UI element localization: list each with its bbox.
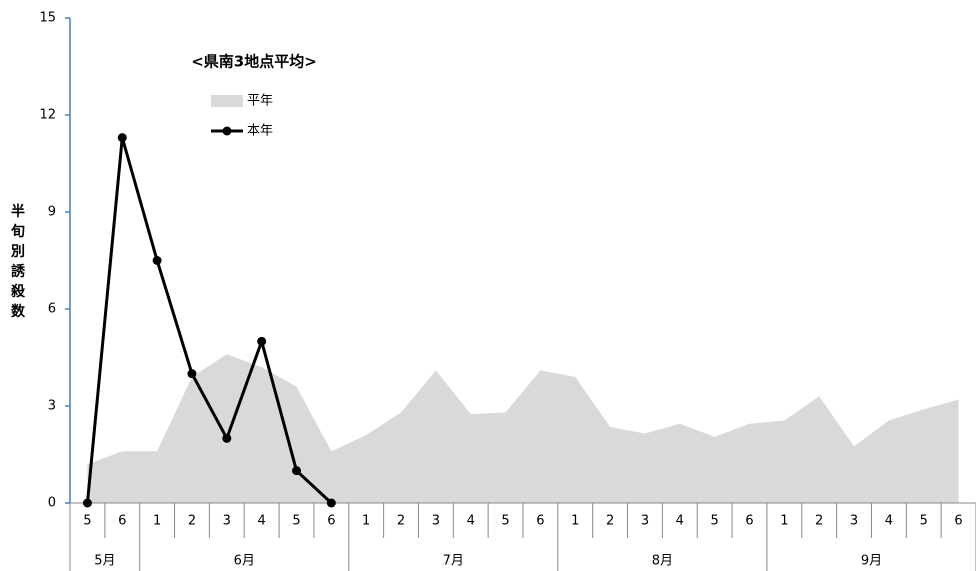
legend-marker	[222, 126, 232, 136]
x-tick-label: 1	[780, 514, 788, 529]
group-label: 5月	[94, 554, 115, 569]
marker	[292, 466, 301, 476]
x-tick-label: 2	[606, 514, 614, 529]
y-tick-label: 12	[39, 108, 56, 123]
legend-label: 平年	[247, 94, 273, 109]
x-tick-label: 2	[188, 514, 196, 529]
x-tick-label: 4	[258, 514, 266, 529]
marker	[82, 498, 92, 508]
area	[87, 354, 959, 503]
x-tick-label: 3	[223, 514, 231, 529]
x-tick-label: 5	[501, 514, 509, 529]
x-tick-label: 6	[118, 514, 126, 529]
x-tick-label: 2	[815, 514, 823, 529]
x-tick-label: 4	[676, 514, 684, 529]
group-label: 8月	[652, 554, 673, 569]
legend-swatch	[211, 95, 243, 107]
y-axis-label: 半旬別誘殺数	[10, 203, 26, 320]
y-tick-label: 9	[48, 205, 56, 220]
marker	[187, 369, 197, 379]
marker	[117, 133, 127, 143]
x-tick-label: 5	[711, 514, 719, 529]
y-tick-label: 6	[48, 302, 56, 317]
x-tick-label: 4	[467, 514, 475, 529]
x-tick-label: 3	[432, 514, 440, 529]
x-tick-label: 3	[641, 514, 649, 529]
y-tick-label: 3	[48, 399, 56, 414]
y-label-char: 半	[11, 203, 25, 220]
group-label: 7月	[443, 554, 464, 569]
y-label-char: 旬	[10, 223, 25, 240]
x-tick-label: 6	[536, 514, 544, 529]
x-tick-label: 6	[745, 514, 753, 529]
x-tick-label: 3	[850, 514, 858, 529]
y-label-char: 別	[10, 244, 25, 260]
line	[85, 137, 333, 505]
x-tick-label: 2	[397, 514, 405, 529]
y-label-char: 誘	[11, 263, 26, 280]
legend-label: 本年	[247, 124, 273, 139]
y-tick-label: 15	[39, 11, 56, 26]
x-tick-label: 4	[885, 514, 893, 529]
x-tick-label: 1	[362, 514, 370, 529]
x-tick-label: 1	[571, 514, 579, 529]
y-label-char: 殺	[10, 283, 26, 300]
x-tick-label: 6	[954, 514, 962, 529]
x-tick-label: 5	[83, 514, 91, 529]
group-label: 6月	[234, 554, 255, 569]
y-tick-label: 0	[48, 496, 56, 511]
chart-title: <県南3地点平均>	[191, 53, 317, 71]
group-label: 9月	[861, 554, 882, 569]
y-label-char: 数	[11, 303, 26, 320]
x-tick-label: 5	[920, 514, 928, 529]
marker	[257, 336, 267, 346]
x-tick-label: 6	[327, 514, 335, 529]
x-tick-label: 5	[292, 514, 300, 529]
marker	[152, 256, 162, 265]
marker	[326, 498, 336, 508]
x-tick-label: 1	[153, 514, 161, 529]
marker	[222, 433, 232, 443]
